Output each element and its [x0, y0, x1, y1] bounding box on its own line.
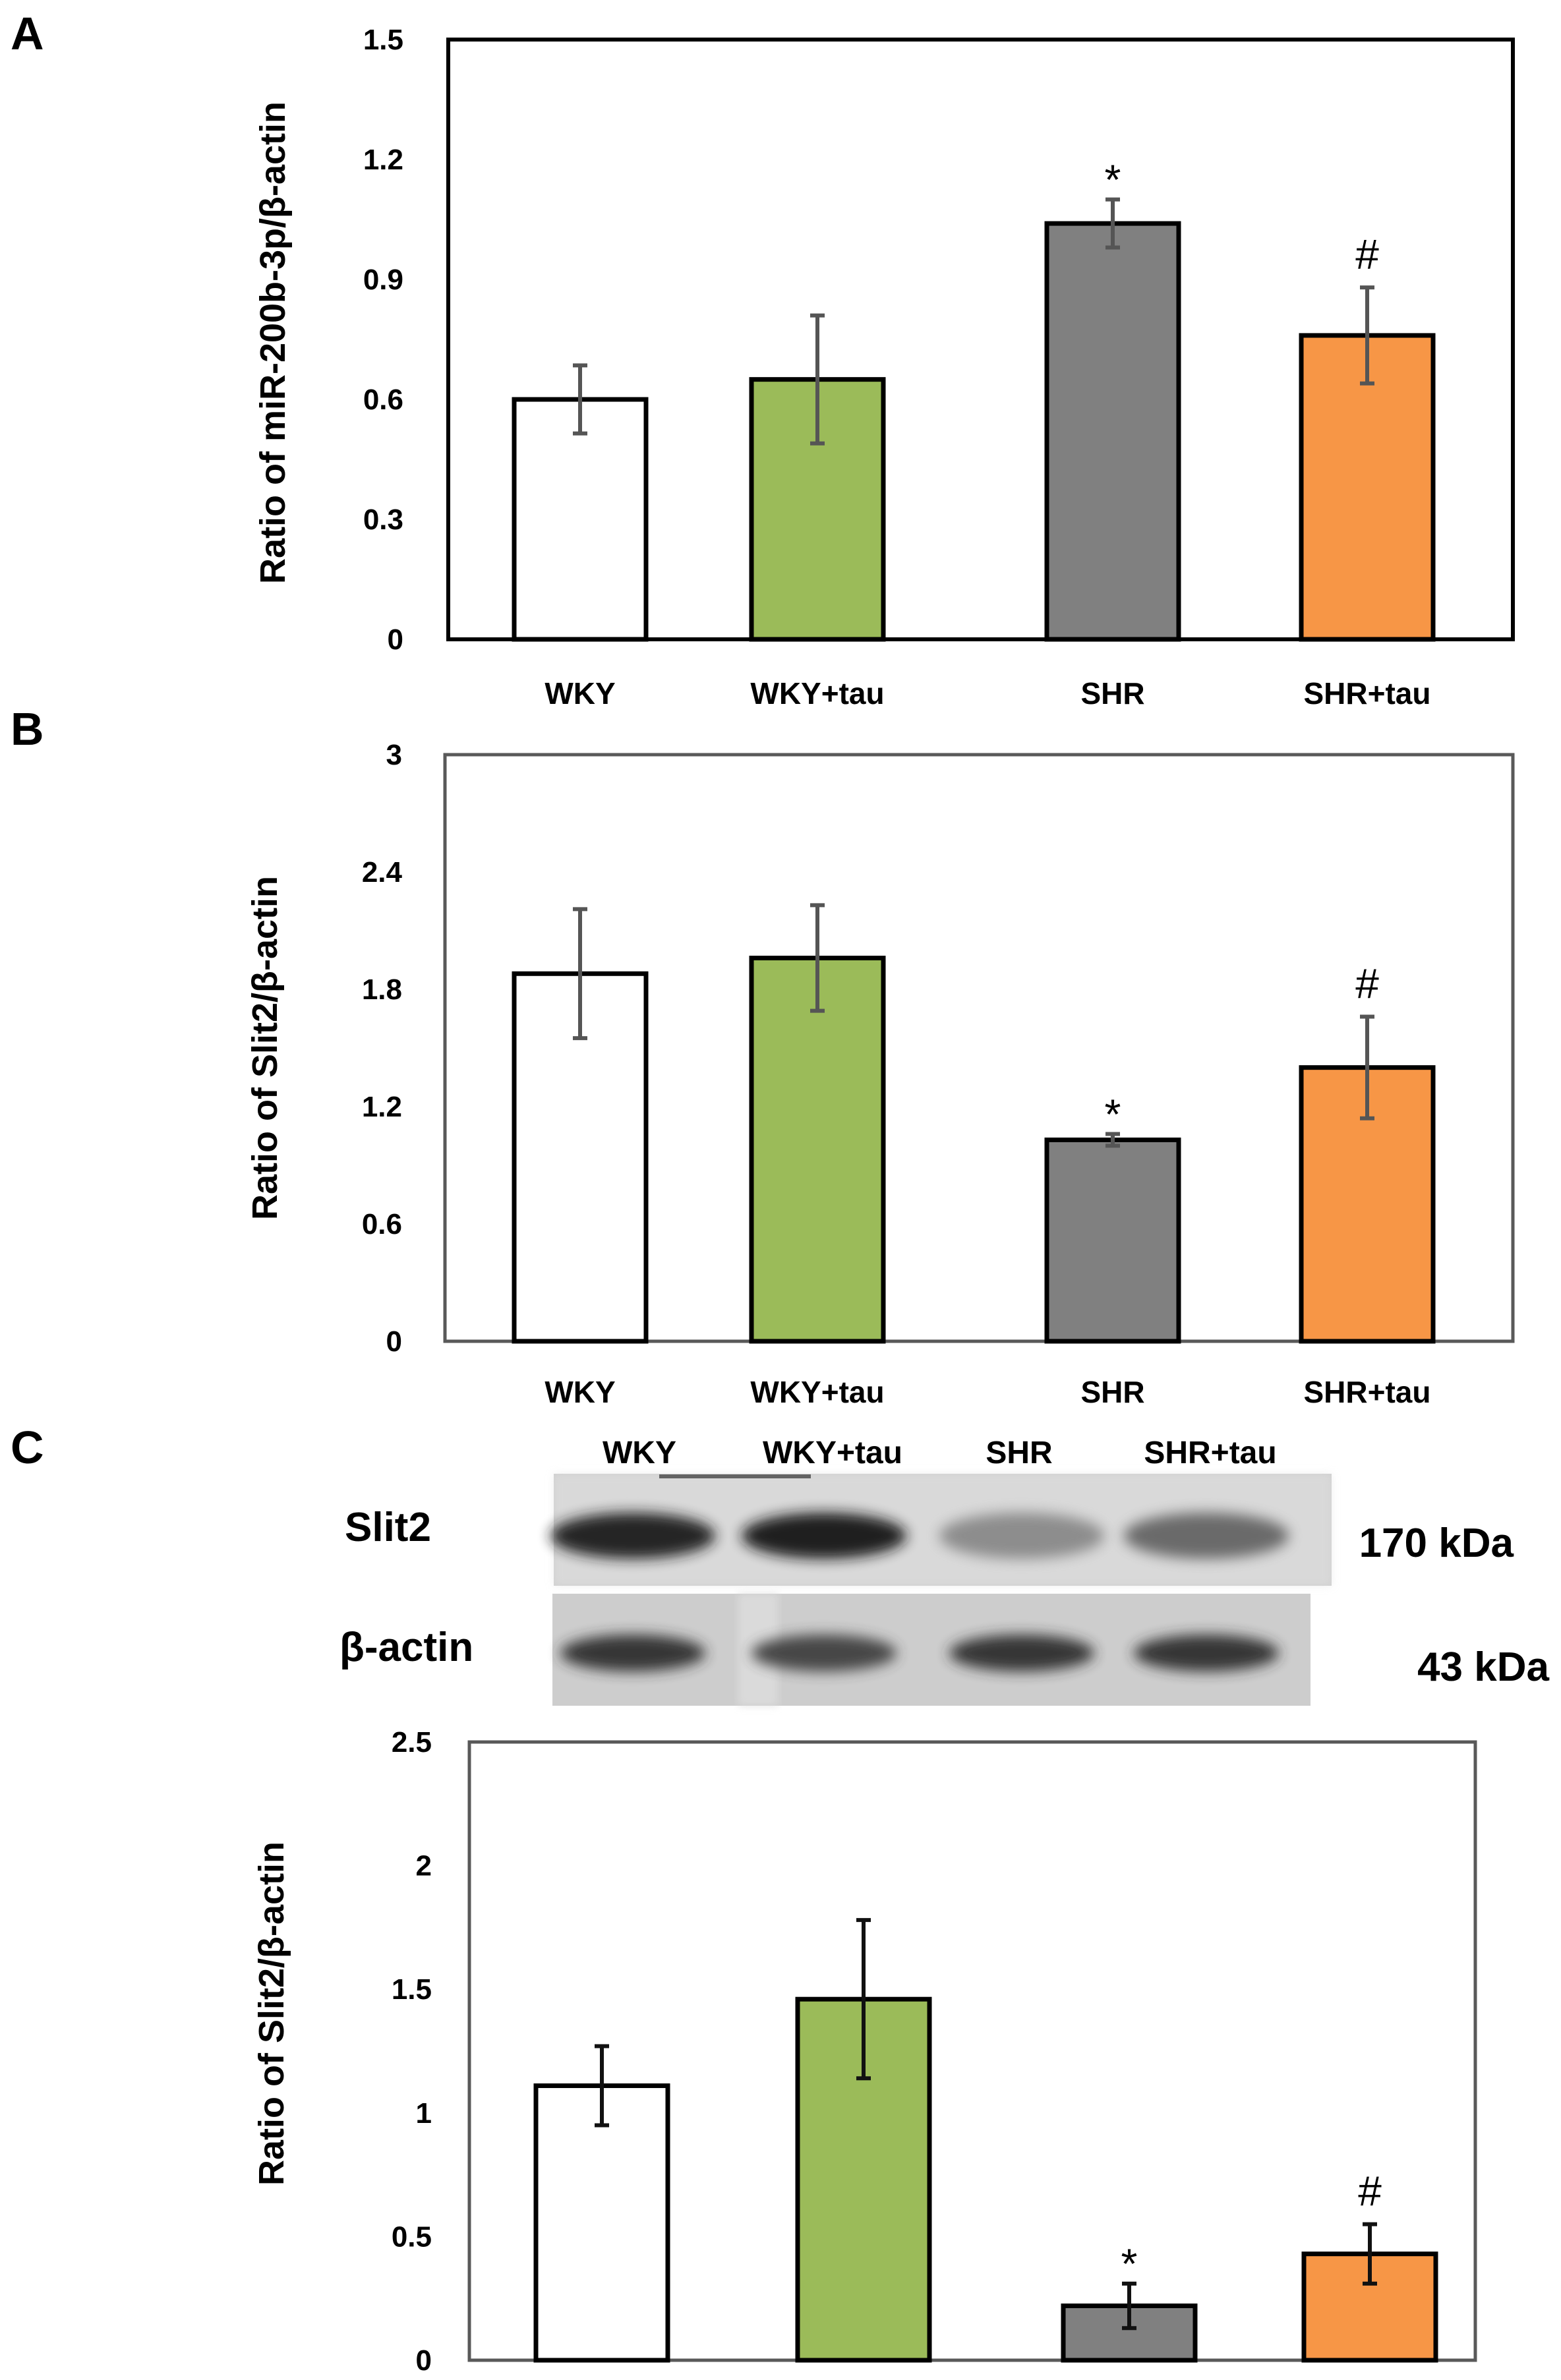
chart-b-ytick-label: 1.8	[362, 973, 402, 1006]
chart-b-bar	[1044, 1137, 1181, 1344]
panel-label-b: B	[11, 703, 44, 755]
chart-a-ytick-label: 0.6	[363, 384, 403, 416]
panel-label-c: C	[11, 1422, 44, 1473]
chart-a-ytick-label: 1.2	[363, 144, 403, 176]
chart-c-significance-marker: *	[1121, 2240, 1138, 2288]
chart-a-bar	[512, 397, 649, 642]
chart-a-category-label: WKY	[545, 676, 615, 711]
slit2-bands	[550, 1513, 1289, 1559]
chart-b-category-label: SHR+tau	[1304, 1375, 1431, 1409]
panel-label-a: A	[11, 8, 44, 59]
slit2-band	[742, 1513, 906, 1559]
western-blot: WKY WKY+tau SHR SHR+tau Slit2 β-actin 17…	[339, 1436, 1550, 1706]
lane-label-wky-tau: WKY+tau	[763, 1436, 902, 1470]
chart-b-ytick-label: 1.2	[362, 1091, 402, 1123]
slit2-band	[1124, 1513, 1289, 1559]
chart-c-ytick-label: 0.5	[392, 2220, 432, 2253]
lane-label-wky: WKY	[603, 1436, 676, 1470]
chart-c-ytick-label: 1	[416, 2097, 432, 2130]
chart-b-ytick-label: 0	[386, 1325, 402, 1358]
chart-c-ytick-label: 2.5	[392, 1726, 432, 1758]
chart-a-ytick-label: 0.9	[363, 264, 403, 296]
chart-c-significance-marker: #	[1358, 2168, 1382, 2215]
chart-a: Ratio of miR-200b-3p/β-actin 0 0.3 0.6 0.9 1…	[253, 24, 1515, 711]
actin-band	[560, 1635, 705, 1671]
slit2-band	[550, 1513, 715, 1559]
chart-b: Ratio of Slit2/β-actin 0 0.6 1.2 1.8 2.4 3 WKY…	[245, 739, 1515, 1409]
chart-a-ytick-label: 1.5	[363, 24, 403, 56]
chart-c: Ratio of Slit2/β-actin 00.511.522.5WKYWK…	[252, 1726, 1477, 2377]
chart-b-significance-marker: #	[1355, 960, 1379, 1008]
actin-bands	[560, 1635, 1279, 1671]
chart-c-bar	[533, 2083, 670, 2363]
chart-c-ytick-label: 1.5	[392, 1973, 432, 2006]
chart-a-significance-marker: *	[1105, 156, 1121, 204]
chart-a-ytick-label: 0	[388, 624, 403, 656]
chart-b-ytick-label: 3	[386, 739, 402, 771]
blot-row-label-slit2: Slit2	[345, 1505, 431, 1550]
chart-c-ytick-label: 0	[416, 2344, 432, 2377]
actin-band	[1134, 1635, 1279, 1671]
chart-a-category-label: WKY+tau	[750, 676, 884, 711]
blot-row-label-actin: β-actin	[339, 1625, 473, 1670]
chart-a-bar	[1299, 333, 1436, 642]
chart-a-bar	[1044, 221, 1181, 642]
chart-c-ylabel: Ratio of Slit2/β-actin	[252, 1842, 291, 2186]
lane-label-shr-tau: SHR+tau	[1144, 1436, 1276, 1470]
chart-b-ytick-label: 2.4	[362, 856, 403, 888]
chart-b-significance-marker: *	[1105, 1091, 1121, 1138]
chart-b-frame	[443, 753, 1515, 1343]
chart-a-significance-marker: #	[1355, 231, 1379, 278]
chart-a-ylabel: Ratio of miR-200b-3p/β-actin	[253, 102, 293, 584]
chart-c-ytick-label: 2	[416, 1850, 432, 1882]
blot-size-label-slit2: 170 kDa	[1359, 1521, 1514, 1566]
chart-a-ytick-label: 0.3	[363, 504, 403, 536]
actin-band	[751, 1635, 897, 1671]
chart-a-frame	[446, 38, 1515, 641]
chart-b-category-label: WKY	[545, 1375, 615, 1409]
actin-band	[949, 1635, 1094, 1671]
chart-b-category-label: SHR	[1080, 1375, 1144, 1409]
lane-label-shr: SHR	[986, 1436, 1052, 1470]
chart-b-category-label: WKY+tau	[750, 1375, 884, 1409]
chart-b-bar	[749, 956, 886, 1344]
chart-b-ytick-label: 0.6	[362, 1208, 402, 1240]
chart-a-category-label: SHR	[1080, 676, 1144, 711]
blot-size-label-actin: 43 kDa	[1417, 1644, 1549, 1690]
chart-b-ylabel: Ratio of Slit2/β-actin	[245, 876, 285, 1220]
slit2-band	[939, 1513, 1104, 1559]
chart-a-category-label: SHR+tau	[1304, 676, 1431, 711]
chart-c-frame	[467, 1740, 1477, 2362]
